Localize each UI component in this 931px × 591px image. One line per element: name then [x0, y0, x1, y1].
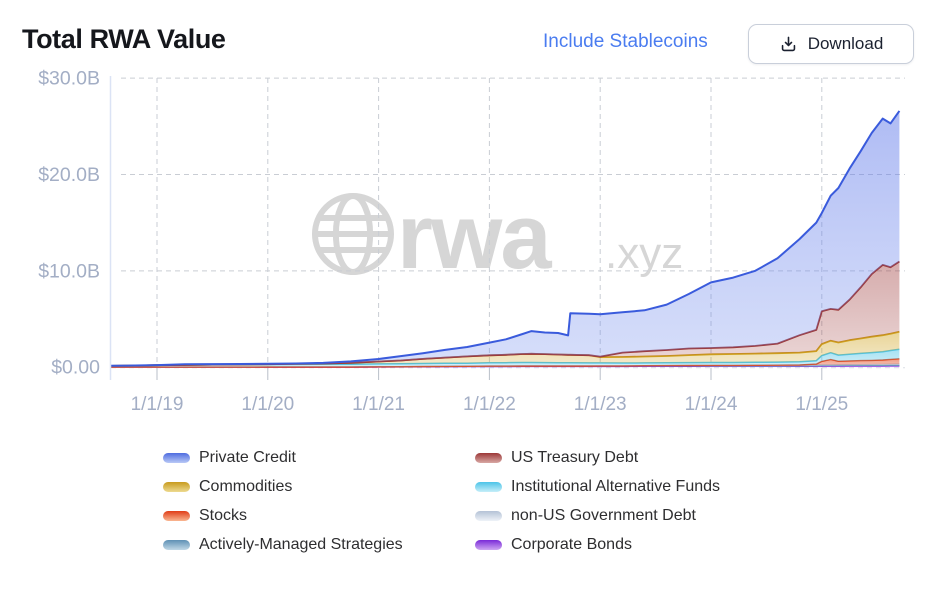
download-icon: [779, 35, 798, 54]
legend-item-actively-managed-strategies[interactable]: Actively-Managed Strategies: [163, 534, 475, 556]
include-stablecoins-link[interactable]: Include Stablecoins: [543, 31, 708, 52]
y-tick-label: $10.0B: [38, 260, 100, 282]
download-button-label: Download: [807, 34, 884, 53]
legend-label: US Treasury Debt: [511, 449, 639, 466]
legend-item-private-credit[interactable]: Private Credit: [163, 447, 475, 469]
y-tick-label: $0.00: [51, 357, 100, 379]
y-tick-label: $20.0B: [38, 164, 100, 186]
legend-swatch-corporate-bonds: [475, 540, 502, 550]
legend-item-corporate-bonds[interactable]: Corporate Bonds: [475, 534, 803, 556]
stacked-areas: [110, 110, 901, 368]
legend-label: Commodities: [199, 478, 293, 495]
legend-label: Institutional Alternative Funds: [511, 478, 721, 495]
x-tick-label: 1/1/22: [463, 394, 516, 415]
legend-item-non-us-government-debt[interactable]: non-US Government Debt: [475, 505, 803, 527]
legend-swatch-us-treasury-debt: [475, 453, 502, 463]
legend-swatch-stocks: [163, 511, 190, 521]
download-button[interactable]: Download: [748, 24, 914, 64]
legend-label: Stocks: [199, 507, 248, 524]
legend-swatch-non-us-government-debt: [475, 511, 502, 521]
page-title: Total RWA Value: [22, 24, 226, 54]
legend-item-commodities[interactable]: Commodities: [163, 476, 475, 498]
x-axis-ticks: [156, 368, 823, 380]
legend-swatch-private-credit: [163, 453, 190, 463]
globe-icon: [312, 193, 394, 275]
band-private-credit: [110, 110, 900, 366]
legend-item-stocks[interactable]: Stocks: [163, 505, 475, 527]
legend-label: Actively-Managed Strategies: [199, 536, 403, 553]
gridlines: [121, 77, 905, 368]
legend-label: Private Credit: [199, 449, 296, 466]
chart-legend: Private Credit US Treasury Debt Commoditie…: [163, 447, 803, 556]
rwa-chart: rwa.xyz$30.0B$20.0B$10.0B$0.001/1/191/1/…: [38, 68, 905, 415]
y-tick-label: $30.0B: [38, 68, 100, 90]
watermark-text-suffix: .xyz: [605, 229, 683, 278]
x-tick-label: 1/1/24: [685, 394, 738, 415]
legend-swatch-institutional-alternative-funds: [475, 482, 502, 492]
band-commodities: [110, 331, 900, 366]
x-tick-label: 1/1/21: [352, 394, 405, 415]
plot-area[interactable]: [111, 78, 905, 367]
legend-item-us-treasury-debt[interactable]: US Treasury Debt: [475, 447, 803, 469]
legend-label: Corporate Bonds: [511, 536, 632, 553]
x-tick-label: 1/1/20: [241, 394, 294, 415]
legend-swatch-commodities: [163, 482, 190, 492]
legend-label: non-US Government Debt: [511, 507, 696, 524]
x-tick-label: 1/1/23: [574, 394, 627, 415]
line-private-credit: [110, 110, 901, 367]
x-tick-label: 1/1/25: [795, 394, 848, 415]
legend-swatch-actively-managed-strategies: [163, 540, 190, 550]
legend-item-institutional-alternative-funds[interactable]: Institutional Alternative Funds: [475, 476, 803, 498]
x-tick-label: 1/1/19: [131, 394, 184, 415]
